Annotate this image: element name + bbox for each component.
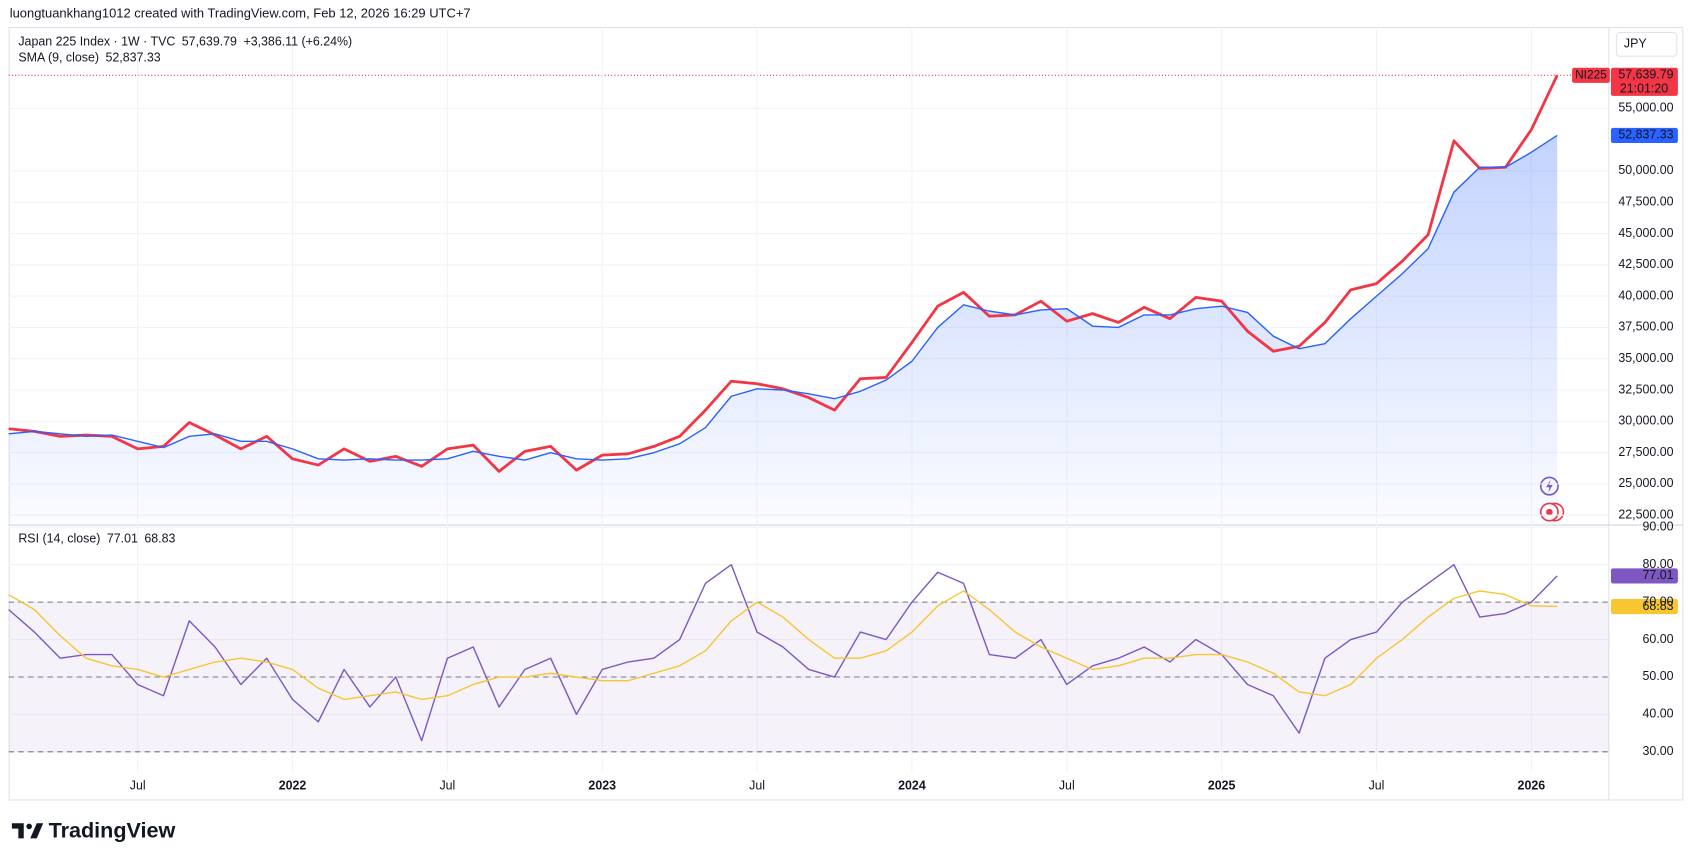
legend-name: RSI (14, close) xyxy=(18,531,100,545)
price-tag-label: 77.01 xyxy=(1643,568,1674,582)
y-tick-label: 80.00 xyxy=(1643,557,1674,571)
legend-value: 57,639.79 xyxy=(182,34,237,48)
y-tick-label: 30,000.00 xyxy=(1618,414,1673,428)
y-tick-label: 90.00 xyxy=(1643,520,1674,534)
currency-box[interactable] xyxy=(1615,31,1678,57)
symbol-label: NI225 xyxy=(1575,67,1607,81)
level-band xyxy=(8,602,1609,752)
series-line xyxy=(8,74,1559,473)
y-tick-label: 35,000.00 xyxy=(1618,351,1673,365)
x-tick-label: 2025 xyxy=(1208,779,1236,793)
price-tag-label: 57,639.79 xyxy=(1618,68,1673,82)
y-tick-label: 60.00 xyxy=(1643,632,1674,646)
price-tag xyxy=(1610,67,1678,96)
logo-dot xyxy=(26,823,32,830)
y-tick-label: 37,500.00 xyxy=(1618,320,1673,334)
y-tick-label: 40.00 xyxy=(1643,707,1674,721)
legend-value: 68.83 xyxy=(144,531,175,545)
y-tick-label: 22,500.00 xyxy=(1618,507,1673,521)
footer-brand: TradingView xyxy=(49,818,176,843)
y-tick-label: 27,500.00 xyxy=(1618,445,1673,459)
y-tick-label: 50,000.00 xyxy=(1618,163,1673,177)
y-tick-label: 55,000.00 xyxy=(1618,101,1673,115)
series-line xyxy=(8,134,1558,461)
y-tick-label: 70.00 xyxy=(1643,594,1674,608)
lines xyxy=(8,74,1559,742)
y-tick-label: 32,500.00 xyxy=(1618,382,1673,396)
frame xyxy=(8,27,1684,801)
x-tick-label: Jul xyxy=(749,779,765,793)
x-tick-label: Jul xyxy=(1369,779,1385,793)
symbol-tag xyxy=(1572,67,1610,83)
legend-name: Japan 225 Index · 1W · TVC xyxy=(18,34,175,48)
header: luongtuankhang1012 created with TradingV… xyxy=(10,5,471,20)
series-line xyxy=(8,563,1558,742)
price-tag xyxy=(1610,568,1678,584)
y-tick-label: 30.00 xyxy=(1643,744,1674,758)
price-tag-label: 52,837.33 xyxy=(1618,128,1673,142)
price-tag xyxy=(1610,127,1678,144)
y-tick-label: 25,000.00 xyxy=(1618,476,1673,490)
y-tick-label: 42,500.00 xyxy=(1618,257,1673,271)
x-tick-label: 2026 xyxy=(1518,779,1546,793)
x-tick-label: Jul xyxy=(439,779,455,793)
y-tick-label: 47,500.00 xyxy=(1618,195,1673,209)
x-tick-label: 2024 xyxy=(898,779,926,793)
y-tick-label: 40,000.00 xyxy=(1618,288,1673,302)
legend-value: 77.01 xyxy=(107,531,138,545)
legend-name: SMA (9, close) xyxy=(18,51,99,65)
area xyxy=(8,135,1558,524)
legend-change: +3,386.11 (+6.24%) xyxy=(243,34,352,48)
x-tick-label: Jul xyxy=(130,779,146,793)
x-tick-label: Jul xyxy=(1059,779,1075,793)
legend-value: 52,837.33 xyxy=(105,51,160,65)
fills xyxy=(8,135,1609,752)
countdown: 21:01:20 xyxy=(1620,82,1668,96)
y-tick-label: 50.00 xyxy=(1643,669,1674,683)
y-tick-label: 45,000.00 xyxy=(1618,226,1673,240)
price-tag-label: 68.83 xyxy=(1643,599,1674,613)
x-tick-label: 2022 xyxy=(279,779,307,793)
logo-mark xyxy=(11,823,44,839)
currency: JPY xyxy=(1624,37,1647,51)
x-tick-label: 2023 xyxy=(588,779,616,793)
price-tag xyxy=(1610,598,1678,615)
logo xyxy=(11,823,44,839)
series-line xyxy=(8,590,1558,701)
